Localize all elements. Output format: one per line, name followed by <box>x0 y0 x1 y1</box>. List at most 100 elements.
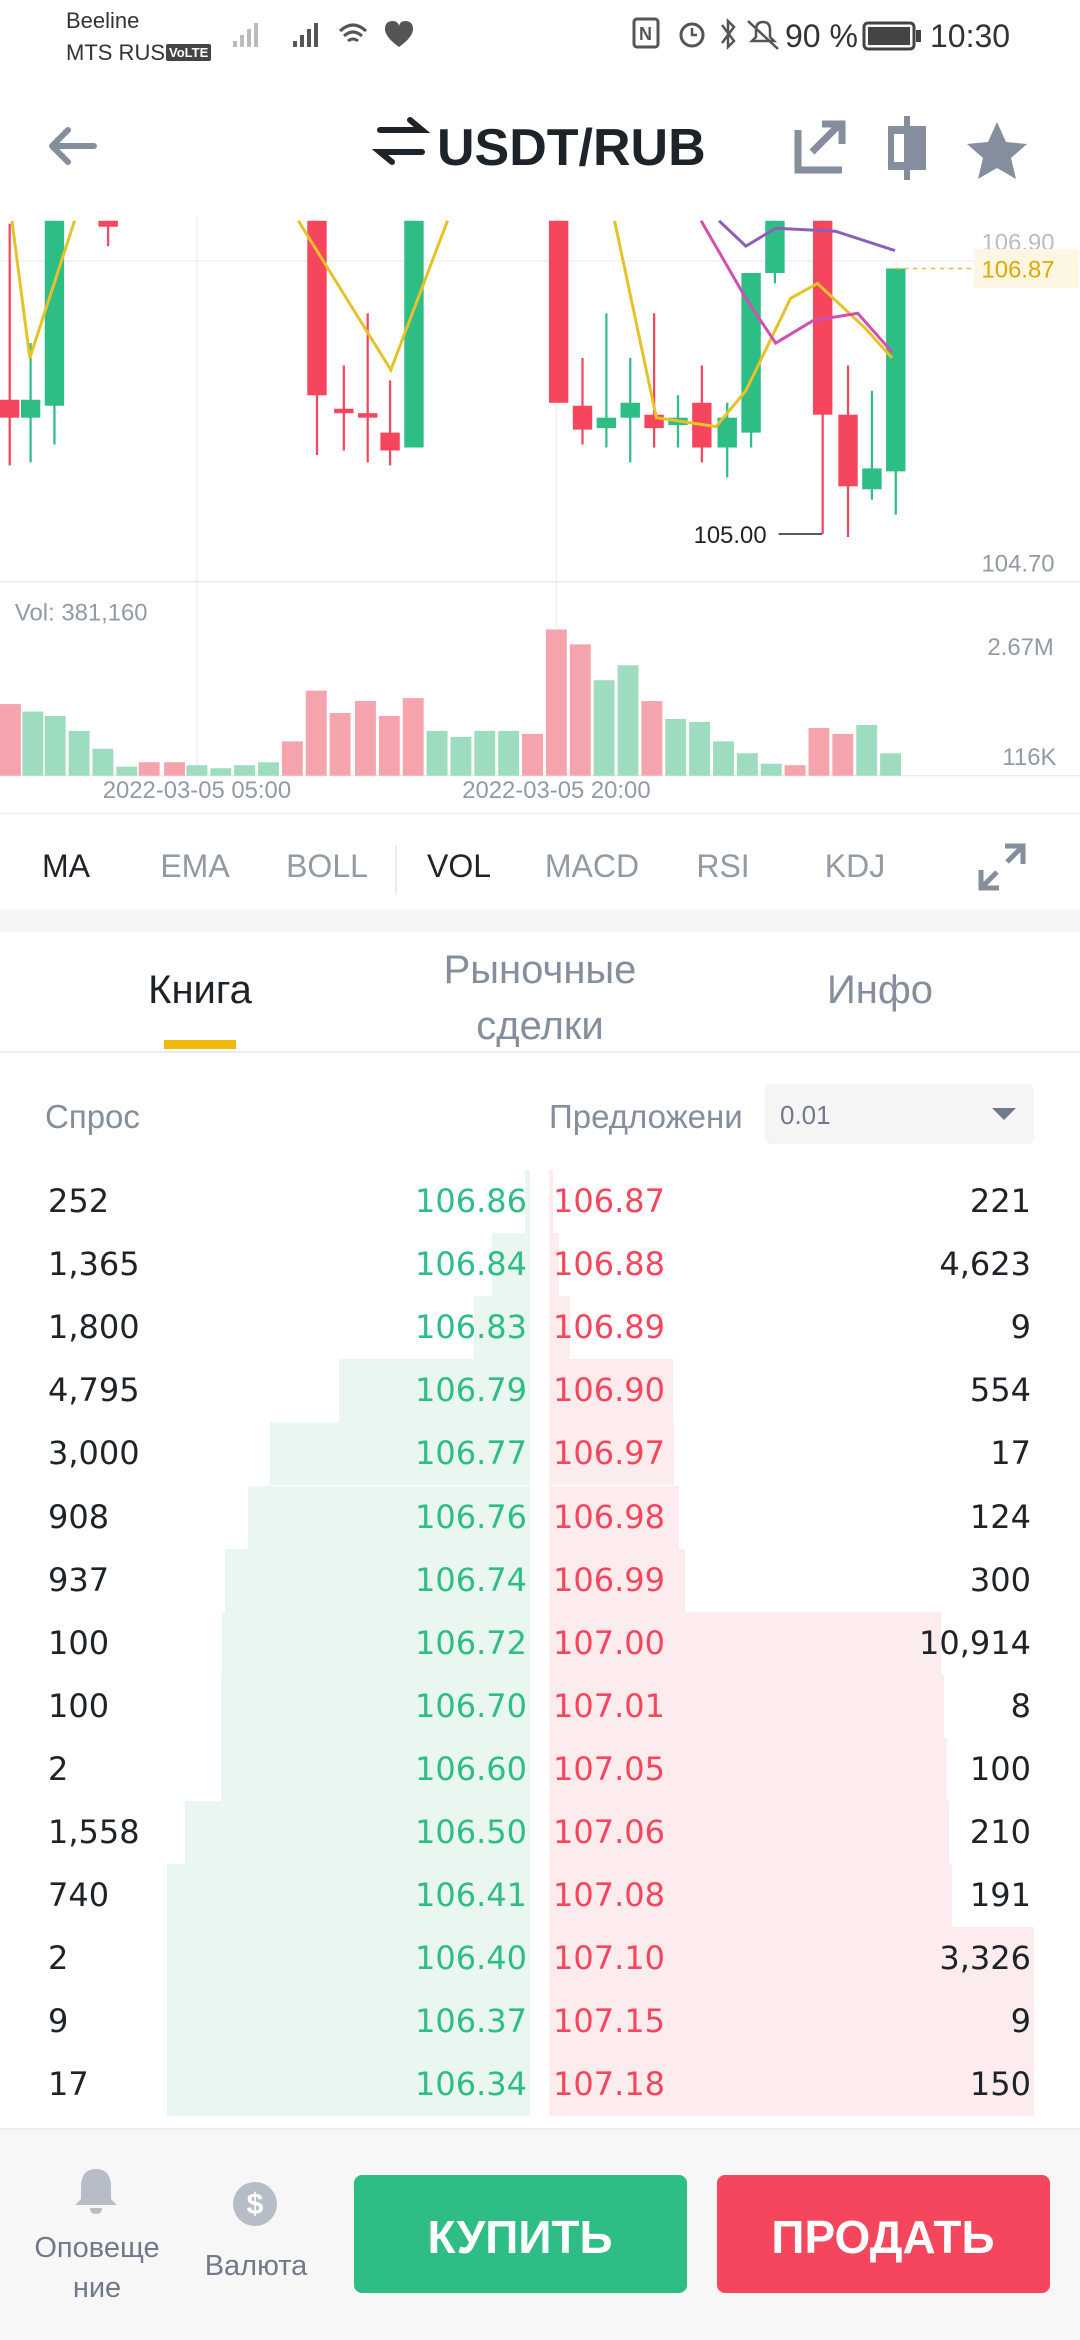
back-button[interactable] <box>49 127 97 165</box>
ask-quantity: 150 <box>969 2065 1031 2104</box>
candle-body <box>862 468 882 490</box>
bid-depth <box>167 1864 530 1928</box>
ask-depth <box>549 1864 952 1928</box>
volume-bar <box>138 762 160 776</box>
volte-badge: VoLTE <box>166 44 212 61</box>
volume-bar <box>305 690 327 776</box>
volume-bar <box>210 768 232 776</box>
volume-bar <box>329 713 351 776</box>
candle-body <box>838 414 858 487</box>
volume-axis-label: 2.67M <box>988 634 1054 661</box>
bid-price: 106.40 <box>415 1939 527 1978</box>
header-icons <box>49 116 1027 180</box>
candle-body <box>620 402 640 418</box>
candle-body <box>307 220 327 396</box>
bid-quantity: 1,558 <box>48 1813 140 1851</box>
ask-depth <box>549 1170 553 1233</box>
bid-depth <box>167 1990 530 2054</box>
indicator-tab[interactable]: MA <box>42 848 90 884</box>
buy-label[interactable]: КУПИТЬ <box>427 2211 613 2263</box>
ask-quantity: 10,914 <box>919 1623 1031 1662</box>
bid-quantity: 9 <box>48 2002 69 2041</box>
ask-depth <box>549 1485 679 1549</box>
ask-depth <box>549 1801 949 1864</box>
tab-book[interactable]: Книга <box>148 968 252 1012</box>
currency-icon[interactable]: $ <box>232 2181 278 2227</box>
volume-bar <box>522 733 543 776</box>
tab-trades[interactable]: Рыночные сделки <box>443 948 637 1048</box>
volume-bar <box>281 741 303 776</box>
favorite-button[interactable] <box>967 122 1027 179</box>
volume-bar <box>665 718 687 776</box>
pair-title: USDT/RUB <box>437 119 706 177</box>
volume-bar <box>402 698 424 776</box>
bid-depth <box>339 1359 530 1423</box>
alerts-label[interactable]: Оповеще <box>34 2232 160 2264</box>
candle-body <box>0 399 20 418</box>
volume-bar <box>856 724 878 776</box>
ask-depth <box>549 1990 1034 2054</box>
tab-indicator <box>164 1040 236 1049</box>
volume-bar <box>426 730 448 776</box>
volume-bar <box>593 680 615 776</box>
ask-quantity: 3,326 <box>939 1939 1031 1978</box>
tick-size-select[interactable] <box>765 1084 1034 1144</box>
bid-price: 106.86 <box>415 1182 527 1220</box>
tab-info[interactable]: Инфо <box>827 968 933 1012</box>
compare-button[interactable] <box>888 116 926 180</box>
ask-price: 107.00 <box>553 1623 665 1662</box>
alerts-icon[interactable] <box>73 2165 119 2215</box>
volume-bar <box>760 763 782 776</box>
kline-chart: 106.90 106.87 105.00 104.70 Vol: 381,160… <box>0 216 1080 804</box>
currency-label[interactable]: Валюта <box>204 2250 308 2282</box>
bid-price: 106.74 <box>415 1560 527 1599</box>
status-icons-left <box>233 21 413 47</box>
ask-quantity: 9 <box>1010 2002 1031 2041</box>
ask-depth <box>549 1359 673 1423</box>
ask-price: 106.89 <box>553 1308 665 1347</box>
volume-bar <box>545 629 567 776</box>
ask-quantity: 191 <box>969 1876 1031 1915</box>
ask-price: 106.90 <box>553 1371 665 1410</box>
volume-bar <box>378 716 400 776</box>
indicator-tab[interactable]: VOL <box>426 848 492 884</box>
fullscreen-button[interactable] <box>975 840 1029 894</box>
bid-quantity: 4,795 <box>48 1371 140 1410</box>
ask-price: 107.06 <box>553 1813 665 1851</box>
sell-button[interactable] <box>717 2175 1050 2293</box>
bid-quantity: 937 <box>48 1560 110 1599</box>
buy-button[interactable] <box>354 2175 687 2293</box>
indicator-tab[interactable]: KDJ <box>824 848 886 884</box>
indicator-tab[interactable]: BOLL <box>286 848 368 884</box>
ask-depth <box>549 1674 944 1738</box>
sell-label[interactable]: ПРОДАТЬ <box>771 2211 995 2263</box>
bid-price: 106.77 <box>415 1434 527 1473</box>
bid-price: 106.72 <box>415 1623 527 1662</box>
alerts-label[interactable]: ние <box>72 2272 122 2304</box>
volume-bar <box>116 766 138 776</box>
bid-depth <box>185 1801 530 1864</box>
bid-quantity: 1,800 <box>48 1308 140 1347</box>
volume-bar <box>0 704 21 776</box>
share-button[interactable] <box>794 120 846 174</box>
dropdown-arrow <box>992 1108 1016 1120</box>
last-price: 106.87 <box>982 256 1055 283</box>
volume-bar <box>736 753 758 776</box>
bid-quantity: 17 <box>48 2065 89 2104</box>
indicator-tab[interactable]: MACD <box>544 848 640 884</box>
candle-body <box>717 417 737 448</box>
volume-bar <box>92 748 114 776</box>
candle-body <box>644 414 664 429</box>
ask-quantity: 300 <box>969 1560 1031 1599</box>
time-label: 2022-03-05 05:00 <box>103 777 291 804</box>
ask-price: 107.08 <box>553 1876 665 1915</box>
bid-price: 106.50 <box>415 1813 527 1851</box>
candle-body <box>572 405 593 430</box>
bid-price: 106.70 <box>415 1686 527 1725</box>
time-label: 2022-03-05 20:00 <box>462 777 650 804</box>
ask-price: 107.15 <box>553 2002 665 2041</box>
volume-bar <box>832 733 854 776</box>
indicator-tab[interactable]: EMA <box>160 848 230 884</box>
indicator-tab[interactable]: RSI <box>696 848 750 884</box>
